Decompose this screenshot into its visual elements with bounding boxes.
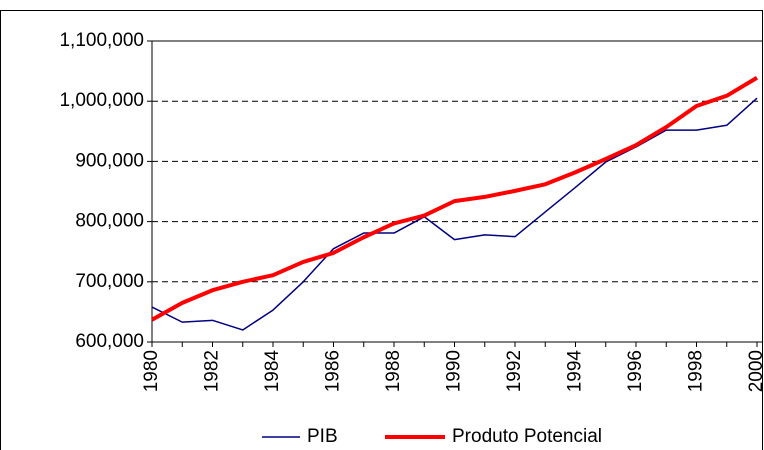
x-tick-label: 1984 xyxy=(262,350,283,393)
y-tick-label: 800,000 xyxy=(75,211,144,232)
series-line xyxy=(151,76,759,322)
legend-label: Produto Potencial xyxy=(452,426,602,447)
x-tick-label: 1998 xyxy=(686,350,707,392)
y-tick-label: 1,000,000 xyxy=(59,90,144,111)
x-tick-label: 1980 xyxy=(141,350,162,392)
chart-frame xyxy=(0,10,763,450)
x-tick-label: 1988 xyxy=(383,350,404,392)
x-tick-label: 1996 xyxy=(625,350,646,392)
legend-label: PIB xyxy=(307,426,338,447)
x-tick-label: 1982 xyxy=(202,350,223,392)
y-tick-label: 1,100,000 xyxy=(59,30,144,51)
x-tick-label: 1990 xyxy=(444,350,465,392)
x-tick-label: 2000 xyxy=(746,350,764,392)
x-tick-label: 1986 xyxy=(323,350,344,392)
y-tick-label: 700,000 xyxy=(75,271,144,292)
y-tick-label: 600,000 xyxy=(75,331,144,352)
x-tick-label: 1994 xyxy=(565,350,586,393)
y-tick-label: 900,000 xyxy=(75,150,144,171)
series-line xyxy=(151,97,758,331)
x-tick-label: 1992 xyxy=(504,350,525,392)
